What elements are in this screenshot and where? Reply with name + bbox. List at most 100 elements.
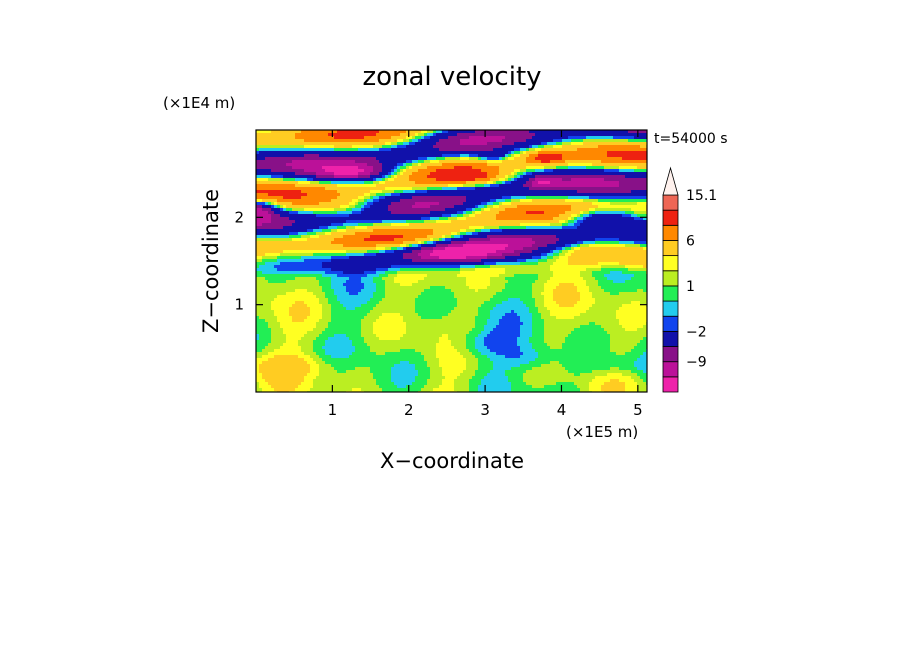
field-cell <box>313 151 317 155</box>
field-cell <box>574 130 578 134</box>
field-cell <box>625 148 629 152</box>
field-cell <box>559 172 563 176</box>
field-cell <box>616 217 620 221</box>
field-cell <box>430 232 434 236</box>
field-cell <box>565 133 569 137</box>
field-cell <box>328 241 332 245</box>
field-cell <box>475 208 479 212</box>
field-cell <box>403 223 407 227</box>
field-cell <box>283 193 287 197</box>
field-cell <box>433 145 437 149</box>
field-cell <box>625 229 629 233</box>
field-cell <box>262 133 266 137</box>
field-cell <box>412 136 416 140</box>
field-cell <box>400 217 404 221</box>
field-cell <box>532 241 536 245</box>
field-cell <box>637 142 641 146</box>
field-cell <box>463 163 467 167</box>
field-cell <box>520 145 524 149</box>
field-cell <box>562 232 566 236</box>
field-cell <box>505 148 509 152</box>
field-cell <box>319 190 323 194</box>
field-cell <box>616 193 620 197</box>
field-cell <box>487 172 491 176</box>
field-cell <box>622 208 626 212</box>
field-cell <box>523 142 527 146</box>
field-cell <box>469 226 473 230</box>
field-cell <box>292 208 296 212</box>
field-cell <box>529 145 533 149</box>
field-cell <box>481 217 485 221</box>
field-cell <box>277 178 281 182</box>
field-cell <box>499 133 503 137</box>
field-cell <box>313 154 317 158</box>
field-cell <box>568 184 572 188</box>
field-cell <box>502 136 506 140</box>
field-cell <box>262 202 266 206</box>
field-cell <box>586 205 590 209</box>
field-cell <box>475 145 479 149</box>
field-cell <box>307 154 311 158</box>
field-cell <box>322 133 326 137</box>
field-cell <box>262 229 266 233</box>
field-cell <box>568 151 572 155</box>
field-cell <box>595 220 599 224</box>
field-cell <box>625 142 629 146</box>
field-cell <box>601 202 605 206</box>
field-cell <box>259 130 263 134</box>
field-cell <box>496 166 500 170</box>
field-cell <box>589 238 593 242</box>
field-cell <box>619 139 623 143</box>
field-cell <box>307 130 311 134</box>
field-cell <box>256 208 260 212</box>
field-cell <box>295 169 299 173</box>
field-cell <box>427 226 431 230</box>
field-cell <box>355 193 359 197</box>
field-cell <box>400 199 404 203</box>
field-cell <box>427 151 431 155</box>
field-cell <box>322 166 326 170</box>
field-cell <box>313 163 317 167</box>
field-cell <box>409 181 413 185</box>
field-cell <box>349 130 353 134</box>
field-cell <box>631 151 635 155</box>
field-cell <box>331 142 335 146</box>
field-cell <box>340 136 344 140</box>
field-cell <box>553 145 557 149</box>
field-cell <box>367 148 371 152</box>
field-cell <box>580 151 584 155</box>
field-cell <box>619 178 623 182</box>
field-cell <box>628 193 632 197</box>
field-cell <box>550 139 554 143</box>
field-cell <box>334 193 338 197</box>
field-cell <box>499 151 503 155</box>
field-cell <box>343 217 347 221</box>
field-cell <box>418 196 422 200</box>
field-cell <box>511 148 515 152</box>
field-cell <box>322 193 326 197</box>
field-cell <box>373 178 377 182</box>
field-cell <box>268 178 272 182</box>
field-cell <box>574 232 578 236</box>
field-cell <box>352 145 356 149</box>
field-cell <box>262 136 266 140</box>
field-cell <box>388 175 392 179</box>
field-cell <box>499 214 503 218</box>
field-cell <box>454 169 458 173</box>
field-cell <box>352 160 356 164</box>
field-cell <box>493 196 497 200</box>
field-cell <box>319 211 323 215</box>
field-cell <box>400 205 404 209</box>
field-cell <box>547 199 551 203</box>
field-cell <box>481 232 485 236</box>
field-cell <box>370 130 374 134</box>
field-cell <box>280 238 284 242</box>
field-cell <box>460 151 464 155</box>
field-cell <box>604 202 608 206</box>
field-cell <box>346 196 350 200</box>
field-cell <box>379 166 383 170</box>
field-cell <box>616 133 620 137</box>
field-cell <box>517 232 521 236</box>
field-cell <box>469 217 473 221</box>
field-cell <box>490 169 494 173</box>
